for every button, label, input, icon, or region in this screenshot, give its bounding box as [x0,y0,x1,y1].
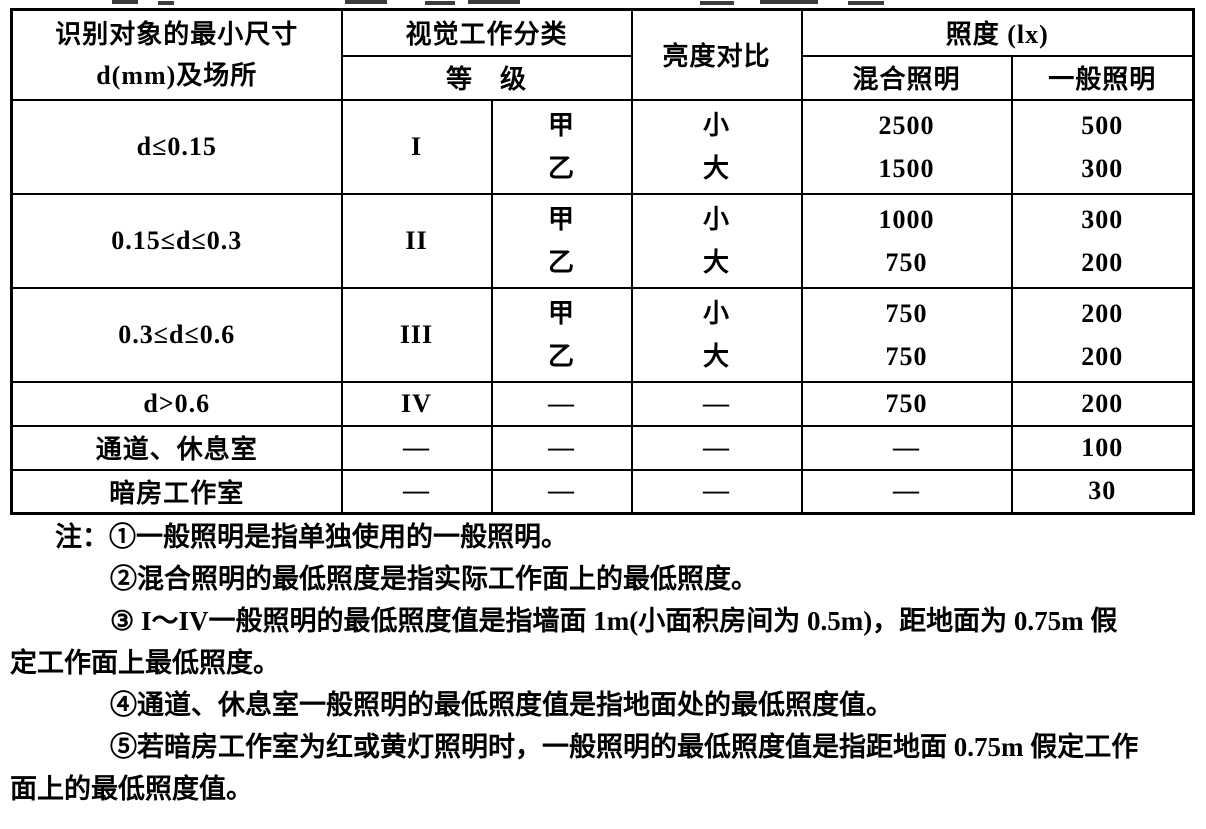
cell-general-lux: 300 200 [1010,192,1195,289]
note-line-3: ③ I～IV一般照明的最低照度值是指墙面 1m(小面积房间为 0.5m)，距地面… [110,606,1118,636]
general-lux-value: 300 [1081,204,1124,234]
table-row: d>0.6 IV — — 750 200 [10,380,1195,427]
cell-subgrade: 甲 乙 [490,286,633,383]
contrast-large: 大 [703,247,731,277]
cell-mixed-lux: — [800,468,1013,515]
cell-contrast: — [630,380,803,427]
general-lux-value: 500 [1081,110,1124,140]
cell-general-lux: 200 200 [1010,286,1195,383]
cell-size: 0.3≤d≤0.6 [10,286,343,383]
cell-contrast: 小 大 [630,286,803,383]
header-visual-work-class: 视觉工作分类 [340,8,633,57]
cell-size: 通道、休息室 [10,424,343,471]
header-object-size-line2: d(mm)及场所 [96,60,258,90]
mixed-lux-value: 750 [885,247,928,277]
notes-section: 注：①一般照明是指单独使用的一般照明。 ②混合照明的最低照度是指实际工作面上的最… [10,516,1202,810]
cell-subgrade: — [490,424,633,471]
mixed-lux-value: 750 [885,341,928,371]
header-row-1: 识别对象的最小尺寸 d(mm)及场所 视觉工作分类 亮度对比 照度 (lx) [10,8,1195,101]
cell-general-lux: 200 [1010,380,1195,427]
cell-mixed-lux: 750 750 [800,286,1013,383]
contrast-small: 小 [703,298,731,328]
note-line-5: ⑤若暗房工作室为红或黄灯照明时，一般照明的最低照度值是指距地面 0.75m 假定… [110,732,1139,762]
cell-mixed-lux: 750 [800,380,1013,427]
contrast-large: 大 [703,341,731,371]
note-line-4: ④通道、休息室一般照明的最低照度值是指地面处的最低照度值。 [110,690,893,720]
cell-contrast: 小 大 [630,98,803,195]
mixed-lux-value: 750 [885,298,928,328]
mixed-lux-value: 1000 [878,204,935,234]
subgrade-a: 甲 [548,298,576,328]
header-object-size: 识别对象的最小尺寸 d(mm)及场所 [10,8,343,101]
table-row: 暗房工作室 — — — — 30 [10,468,1195,515]
header-general-lighting: 一般照明 [1010,54,1195,101]
header-row-2: 等 级 混合照明 一般照明 [12,54,1195,101]
cell-subgrade: — [490,468,633,515]
cell-grade: — [340,468,493,515]
subgrade-a: 甲 [548,204,576,234]
cell-grade: II [340,192,493,289]
cell-mixed-lux: 1000 750 [800,192,1013,289]
cell-general-lux: 30 [1010,468,1195,515]
contrast-small: 小 [703,110,731,140]
mixed-lux-value: 2500 [878,110,935,140]
contrast-large: 大 [703,153,731,183]
illuminance-standards-table: 识别对象的最小尺寸 d(mm)及场所 视觉工作分类 亮度对比 照度 (lx) 等… [10,8,1196,515]
cell-contrast: — [630,468,803,515]
cell-size: 0.15≤d≤0.3 [10,192,343,289]
note-line-5-continuation: 面上的最低照度值。 [10,774,253,804]
header-grade: 等 级 [340,54,633,101]
cell-grade: IV [340,380,493,427]
cell-grade: III [340,286,493,383]
note-line-2: ②混合照明的最低照度是指实际工作面上的最低照度。 [110,564,758,594]
table-row: 0.15≤d≤0.3 II 甲 乙 小 大 1000 750 300 200 [10,192,1195,289]
mixed-lux-value: 1500 [878,153,935,183]
general-lux-value: 200 [1081,247,1124,277]
header-illuminance-lx: 照度 (lx) [800,8,1195,57]
general-lux-value: 200 [1081,341,1124,371]
cell-mixed-lux: — [800,424,1013,471]
table-row: 0.3≤d≤0.6 III 甲 乙 小 大 750 750 200 200 [10,286,1195,383]
cell-mixed-lux: 2500 1500 [800,98,1013,195]
cell-subgrade: 甲 乙 [490,192,633,289]
header-brightness-contrast: 亮度对比 [630,8,803,101]
note-line-3-continuation: 定工作面上最低照度。 [10,648,280,678]
cell-general-lux: 500 300 [1010,98,1195,195]
table-row: d≤0.15 I 甲 乙 小 大 2500 1500 500 300 [10,98,1195,195]
cell-general-lux: 100 [1010,424,1195,471]
header-mixed-lighting: 混合照明 [800,54,1013,101]
cropped-title-remnant [0,0,1206,6]
cell-contrast: 小 大 [630,192,803,289]
cell-contrast: — [630,424,803,471]
subgrade-b: 乙 [548,341,576,371]
cell-size: 暗房工作室 [10,468,343,515]
subgrade-b: 乙 [548,247,576,277]
general-lux-value: 200 [1081,298,1124,328]
cell-subgrade: — [490,380,633,427]
cell-grade: — [340,424,493,471]
cell-grade: I [340,98,493,195]
note-line-1: 注：①一般照明是指单独使用的一般照明。 [55,522,568,552]
subgrade-b: 乙 [548,153,576,183]
contrast-small: 小 [703,204,731,234]
cell-subgrade: 甲 乙 [490,98,633,195]
table-row: 通道、休息室 — — — — 100 [10,424,1195,471]
cell-size: d≤0.15 [10,98,343,195]
general-lux-value: 300 [1081,153,1124,183]
header-object-size-line1: 识别对象的最小尺寸 [55,19,299,49]
cell-size: d>0.6 [10,380,343,427]
subgrade-a: 甲 [548,110,576,140]
